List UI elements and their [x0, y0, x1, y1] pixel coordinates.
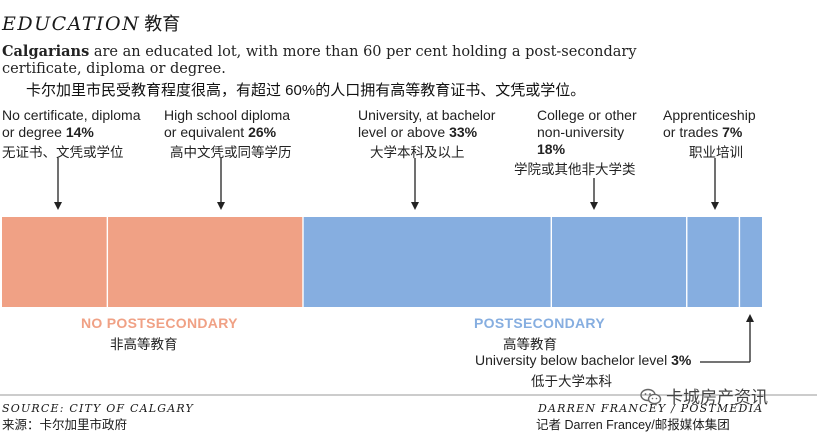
category-value-label: 14%	[65, 124, 94, 140]
subtitle-rest: are an educated lot, with more than 60 p…	[2, 44, 637, 77]
bar-segment-5	[739, 217, 762, 307]
bar-segment-0	[2, 217, 108, 307]
category-label-line: High school diploma	[164, 107, 290, 124]
category-label-cn-1: 高中文凭或同等学历	[170, 145, 292, 160]
category-value-label: 18%	[537, 141, 566, 157]
label-arrow-3-head	[590, 202, 598, 210]
group-label-no-postsecondary-cn: 非高等教育	[110, 337, 178, 352]
category-label-text: No certificate, diploma	[2, 107, 141, 123]
category-label-text: or trades	[663, 124, 723, 140]
group-label-postsecondary: POSTSECONDARY	[474, 315, 605, 331]
category-value-label: 3%	[671, 352, 692, 368]
category-label-line: non-university	[537, 124, 637, 141]
bar-segment-2	[302, 217, 552, 307]
group-label-postsecondary-cn: 高等教育	[503, 337, 557, 352]
source-text: SOURCE: CITY OF CALGARY	[2, 402, 194, 415]
group-label-no-postsecondary: NO POSTSECONDARY	[81, 315, 238, 331]
category-label-1: High school diploma or equivalent 26%	[164, 107, 290, 141]
category-label-text: University, at bachelor	[358, 107, 496, 123]
category-label-cn-4: 职业培训	[689, 145, 743, 160]
category-label-text: or equivalent	[164, 124, 249, 140]
category-label-line: level or above 33%	[358, 124, 495, 141]
category-label-cn-5: 低于大学本科	[531, 374, 612, 389]
source-text-cn: 来源：卡尔加里市政府	[2, 418, 128, 432]
category-label-text: level or above	[358, 124, 450, 140]
bar-segment-4	[686, 217, 740, 307]
category-label-line: or trades 7%	[663, 124, 756, 141]
category-label-0: No certificate, diploma or degree 14%	[2, 107, 141, 141]
category-label-line: No certificate, diploma	[2, 107, 141, 124]
title-en: EDUCATION	[2, 13, 141, 35]
category-label-text: non-university	[537, 124, 625, 140]
label-arrow-4-head	[711, 202, 719, 210]
subtitle-bold: Calgarians	[2, 43, 90, 60]
bar-segment-3	[551, 217, 687, 307]
chart-subtitle: Calgarians are an educated lot, with mor…	[2, 43, 702, 78]
category-label-text: or degree	[2, 124, 66, 140]
category-label-line: College or other	[537, 107, 637, 124]
category-label-line: or degree 14%	[2, 124, 141, 141]
label-arrow-0-head	[54, 202, 62, 210]
category-label-cn-3: 学院或其他非大学类	[514, 162, 636, 177]
bar-segment-1	[107, 217, 303, 307]
category-label-line: 18%	[537, 141, 637, 158]
category-label-line: Apprenticeship	[663, 107, 756, 124]
category-label-3: College or other non-university 18%	[537, 107, 637, 158]
category-label-text: Apprenticeship	[663, 107, 756, 123]
chart-subtitle-cn: 卡尔加里市民受教育程度很高，有超过 60%的人口拥有高等教育证书、文凭或学位。	[26, 82, 586, 99]
watermark-text: 卡城房产资讯	[666, 388, 768, 407]
chart-title: EDUCATION 教育	[2, 10, 180, 36]
category-label-text: College or other	[537, 107, 637, 123]
label-arrow-2-head	[411, 202, 419, 210]
category-value-label: 26%	[248, 124, 277, 140]
category-label-2: University, at bachelor level or above 33…	[358, 107, 495, 141]
category-value-label: 7%	[722, 124, 743, 140]
credit-text-cn: 记者 Darren Francey/邮报媒体集团	[536, 418, 730, 432]
label-arrow-1-head	[217, 202, 225, 210]
label-arrow-5-head	[746, 314, 754, 322]
title-cn: 教育	[144, 14, 181, 35]
category-label-cn-0: 无证书、文凭或学位	[2, 145, 124, 160]
wechat-icon	[640, 388, 662, 405]
category-label-5: University below bachelor level 3%	[475, 352, 691, 369]
category-label-4: Apprenticeship or trades 7%	[663, 107, 756, 141]
category-label-cn-2: 大学本科及以上	[370, 145, 465, 160]
category-label-text: High school diploma	[164, 107, 291, 123]
category-label-line: or equivalent 26%	[164, 124, 290, 141]
category-label-text: University below bachelor level	[475, 352, 672, 368]
category-value-label: 33%	[449, 124, 478, 140]
watermark: 卡城房产资讯	[640, 383, 768, 408]
category-label-line: University, at bachelor	[358, 107, 495, 124]
credit-text: DARREN FRANCEY / POSTMEDIA	[538, 402, 764, 415]
